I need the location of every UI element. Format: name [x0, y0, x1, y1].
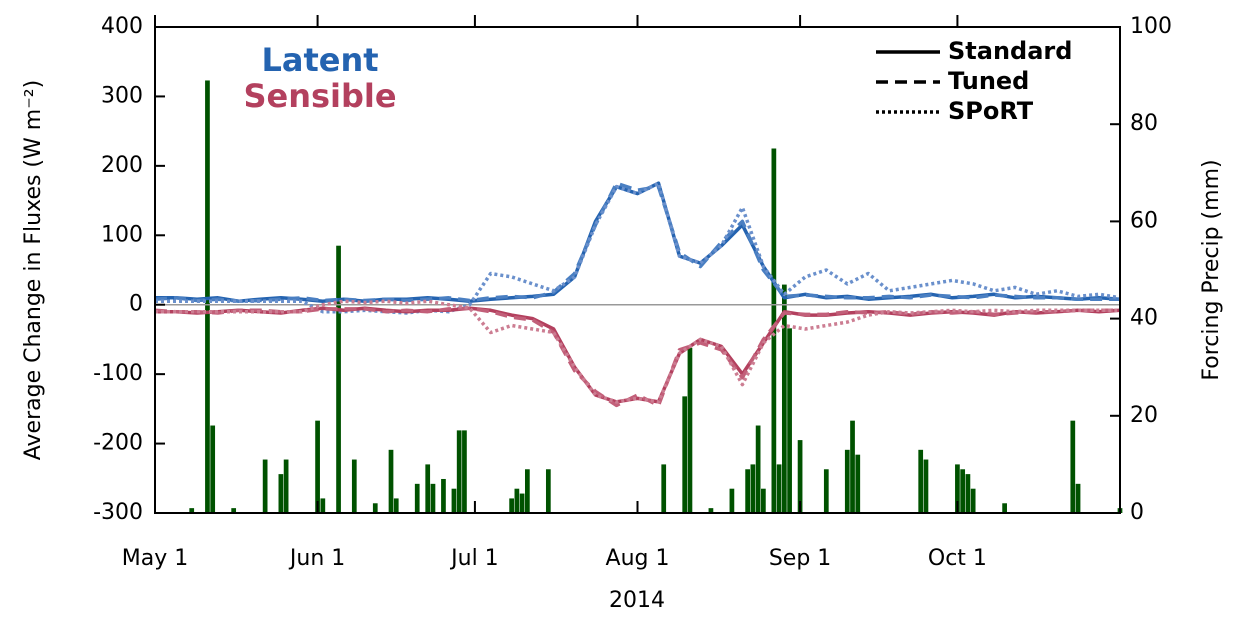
precip-bar	[283, 459, 289, 513]
precip-bar	[855, 454, 861, 513]
precip-bar	[514, 488, 520, 513]
legend-color-label: Latent	[261, 41, 378, 79]
x-tick-label: May 1	[122, 546, 188, 571]
precip-bar	[918, 449, 924, 513]
precip-bar	[787, 328, 792, 513]
precip-bar	[210, 425, 216, 513]
precip-bar	[509, 498, 514, 513]
y-tick-label: -100	[93, 361, 143, 386]
precip-bar	[750, 464, 756, 513]
flux-line	[155, 306, 1121, 404]
x-axis-label: 2014	[609, 588, 665, 613]
precip-bar	[462, 430, 467, 513]
y-tick-label: -300	[93, 500, 143, 525]
flux-line	[154, 181, 1120, 303]
precip-bar	[262, 459, 268, 513]
x-tick-label: Jun 1	[288, 546, 345, 571]
precip-bar	[745, 469, 750, 513]
precip-bar	[315, 420, 320, 513]
precip-bar	[661, 464, 667, 513]
precip-bar	[1070, 420, 1076, 513]
precip-bar	[425, 464, 431, 513]
precip-bar	[923, 459, 929, 513]
x-tick-label: Aug 1	[606, 546, 670, 571]
precip-bar	[761, 488, 766, 513]
y-tick-label: 0	[129, 292, 143, 317]
precip-bar	[687, 347, 693, 513]
y-tick-label: 200	[101, 153, 143, 178]
flux-line	[154, 306, 1120, 408]
precip-bar	[388, 449, 394, 513]
precip-bar	[682, 396, 688, 513]
precip-bar	[372, 503, 378, 513]
precip-bar	[430, 483, 436, 513]
precip-bar	[351, 459, 357, 513]
legend-style-label: SPoRT	[948, 97, 1034, 125]
y-tick-label: -200	[93, 431, 143, 456]
x-tick-label: Sep 1	[769, 546, 831, 571]
precip-bar	[960, 469, 966, 513]
precip-bar	[970, 488, 976, 513]
precip-bar	[336, 245, 341, 513]
precip-bar	[451, 488, 457, 513]
x-tick-label: Jul 1	[449, 546, 499, 571]
precip-bar	[1075, 483, 1081, 513]
precip-bar	[965, 474, 971, 513]
precip-bar	[797, 440, 803, 513]
precip-bar	[393, 498, 399, 513]
precip-bar	[755, 425, 761, 513]
y2-tick-label: 80	[1130, 111, 1158, 136]
precip-bar	[414, 483, 420, 513]
precip-bar	[278, 474, 284, 513]
precip-bar	[776, 464, 782, 513]
y2-tick-label: 40	[1130, 306, 1158, 331]
precip-bar	[205, 80, 210, 514]
precip-bar	[545, 469, 551, 513]
precip-bar	[729, 488, 735, 513]
y-tick-label: 300	[101, 83, 143, 108]
precip-bar	[456, 430, 462, 513]
legend-style-label: Standard	[948, 37, 1072, 65]
precip-bar	[441, 478, 446, 513]
precip-bar	[771, 148, 777, 513]
legend-style-label: Tuned	[948, 67, 1029, 95]
precip-bar	[781, 284, 787, 513]
y2-tick-label: 100	[1130, 14, 1172, 39]
y-tick-label: 100	[101, 222, 143, 247]
precip-bar	[955, 464, 960, 513]
y2-tick-label: 20	[1130, 403, 1158, 428]
flux-line	[155, 181, 1121, 315]
y2-tick-label: 60	[1130, 208, 1158, 233]
precip-bar	[708, 508, 714, 513]
y2-axis-label: Forcing Precip (mm)	[1199, 159, 1224, 380]
precip-bar	[1002, 503, 1007, 513]
y-axis-label: Average Change in Fluxes (W m⁻²)	[21, 80, 46, 460]
flux-line	[155, 299, 1120, 404]
y2-tick-label: 0	[1130, 500, 1144, 525]
x-tick-label: Oct 1	[928, 546, 987, 571]
precip-bar	[525, 469, 530, 513]
precip-bar	[850, 420, 855, 513]
precip-bar	[320, 498, 326, 513]
precip-bar	[231, 508, 237, 513]
precip-bar	[519, 493, 525, 513]
precip-bar	[189, 508, 195, 513]
legend-color-label: Sensible	[243, 77, 396, 115]
precip-bar	[823, 469, 829, 513]
y-tick-label: 400	[101, 14, 143, 39]
precip-bar	[844, 449, 850, 513]
